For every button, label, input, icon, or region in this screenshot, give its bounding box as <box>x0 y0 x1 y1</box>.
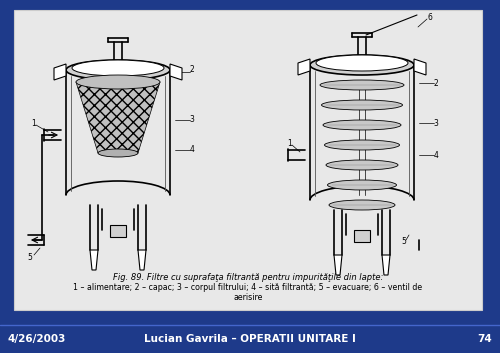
Text: 1 – alimentare; 2 – capac; 3 – corpul filtrului; 4 – sită filtrantă; 5 – evacuar: 1 – alimentare; 2 – capac; 3 – corpul fi… <box>74 283 422 293</box>
Ellipse shape <box>76 75 160 89</box>
Bar <box>14 10 482 310</box>
Text: 3: 3 <box>190 115 194 125</box>
Polygon shape <box>334 255 342 275</box>
Ellipse shape <box>329 200 395 210</box>
Text: 4: 4 <box>434 150 438 160</box>
Text: 2: 2 <box>434 78 438 88</box>
Text: 1: 1 <box>32 119 36 127</box>
Polygon shape <box>76 82 160 153</box>
Text: 1: 1 <box>288 138 292 148</box>
Bar <box>354 230 370 242</box>
Ellipse shape <box>66 60 170 80</box>
Ellipse shape <box>328 180 396 190</box>
Ellipse shape <box>98 149 138 157</box>
Text: aerisire: aerisire <box>234 293 262 301</box>
Text: 3: 3 <box>434 119 438 127</box>
Text: 6: 6 <box>428 12 432 22</box>
Polygon shape <box>298 59 310 75</box>
Ellipse shape <box>322 100 402 110</box>
Text: 2: 2 <box>190 66 194 74</box>
Polygon shape <box>414 59 426 75</box>
Ellipse shape <box>324 140 400 150</box>
Ellipse shape <box>310 55 414 75</box>
Text: Lucian Gavrila – OPERATII UNITARE I: Lucian Gavrila – OPERATII UNITARE I <box>144 334 356 344</box>
Text: 5: 5 <box>28 253 32 263</box>
Polygon shape <box>90 250 98 270</box>
Text: Fig. 89. Filtre cu suprafaţa filtrantă pentru impurităţile din lapte:: Fig. 89. Filtre cu suprafaţa filtrantă p… <box>113 274 383 282</box>
Ellipse shape <box>320 80 404 90</box>
Ellipse shape <box>316 55 408 71</box>
Ellipse shape <box>323 120 401 130</box>
Polygon shape <box>382 255 390 275</box>
Polygon shape <box>170 64 182 80</box>
Text: 74: 74 <box>477 334 492 344</box>
Ellipse shape <box>326 160 398 170</box>
Text: 5: 5 <box>402 238 406 246</box>
Text: 4/26/2003: 4/26/2003 <box>8 334 66 344</box>
Polygon shape <box>138 250 146 270</box>
Ellipse shape <box>72 60 164 76</box>
Bar <box>110 225 126 237</box>
Polygon shape <box>54 64 66 80</box>
Text: 4: 4 <box>190 145 194 155</box>
